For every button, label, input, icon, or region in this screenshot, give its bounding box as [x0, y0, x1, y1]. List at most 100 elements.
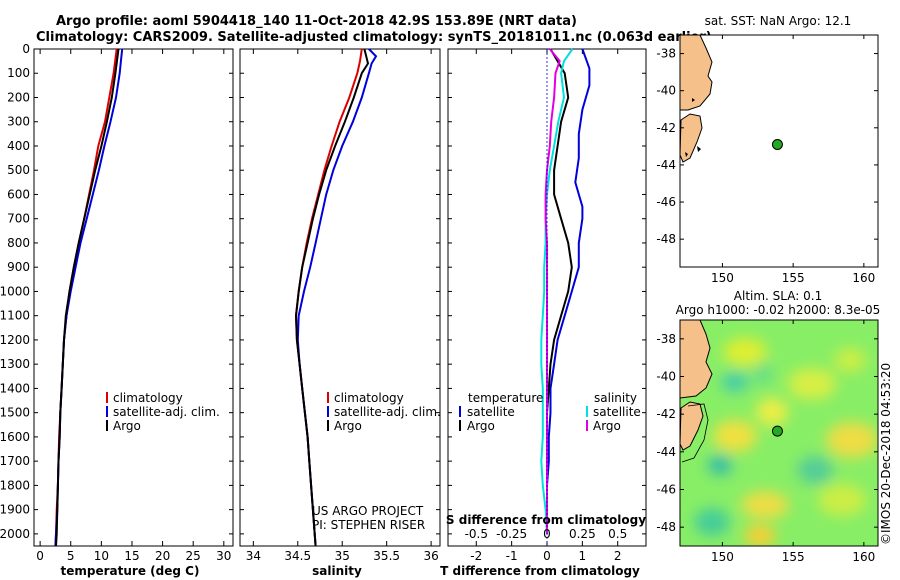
lat-tick-label: -40	[656, 84, 676, 98]
argo-position-marker	[771, 139, 783, 151]
lat-tick-label: -48	[656, 520, 676, 534]
lat-tick-label: -46	[656, 483, 676, 497]
depth-tick-label: 800	[7, 236, 30, 250]
legend-t-satellite: satellite	[467, 405, 515, 419]
depth-tick-label: 900	[7, 260, 30, 274]
legend-argo: Argo	[334, 419, 362, 433]
lat-tick-label: -38	[656, 332, 676, 346]
series-salinity-satellite	[540, 48, 574, 534]
lon-tick-label: 155	[782, 550, 805, 564]
series-temperature-satellite	[546, 48, 591, 534]
temperature-panel	[33, 48, 234, 547]
depth-tick-label: 300	[7, 115, 30, 129]
x-tick-label: 15	[124, 549, 139, 563]
mainland-coast	[680, 35, 713, 111]
x-tick-label: 34.5	[284, 549, 311, 563]
s-tick-label: -0.5	[465, 527, 488, 541]
title-line-2: Climatology: CARS2009. Satellite-adjuste…	[36, 30, 712, 45]
depth-tick-label: 200	[7, 90, 30, 104]
depth-tick-label: 2000	[0, 527, 30, 541]
depth-tick-label: 100	[7, 66, 30, 80]
legend-satellite: satellite-adj. clim.	[334, 405, 441, 419]
x-tick-label: 20	[155, 549, 170, 563]
depth-tick-label: 1800	[0, 478, 30, 492]
legend-salinity: climatology satellite-adj. clim. Argo	[327, 391, 441, 433]
s-difference-label: S difference from climatology	[446, 513, 646, 527]
x-tick-label: 35	[335, 549, 350, 563]
depth-tick-label: 1300	[0, 357, 30, 371]
lon-tick-label: 155	[782, 271, 805, 285]
depth-tick-label: 1700	[0, 454, 30, 468]
s-tick-label: 0	[543, 527, 551, 541]
salinity-plot: 34 34.5 35 35.5 36	[240, 48, 440, 563]
depth-axis: 0 100 200 300 400 500 600 700 800 900 1000 1100 1200…	[0, 42, 30, 541]
lon-tick-label: 160	[852, 271, 875, 285]
x-tick-label: 5	[67, 549, 75, 563]
depth-tick-label: 600	[7, 187, 30, 201]
sla-map-frame	[679, 319, 879, 547]
lat-tick-label: -40	[656, 370, 676, 384]
lon-tick-label: 150	[711, 550, 734, 564]
legend-temperature: climatology satellite-adj. clim. Argo	[106, 391, 220, 433]
x-tick-label: 36	[423, 549, 438, 563]
lat-tick-label: -42	[656, 407, 676, 421]
argo-position-marker	[771, 425, 783, 437]
series-argo	[55, 48, 120, 547]
lon-tick-label: 160	[852, 550, 875, 564]
x-tick-label: 0	[543, 549, 551, 563]
depth-tick-label: 1100	[0, 309, 30, 323]
x-tick-label: -1	[506, 549, 518, 563]
title-line-1: Argo profile: aoml 5904418_140 11-Oct-20…	[56, 14, 577, 29]
depth-tick-label: 1200	[0, 333, 30, 347]
depth-tick-label: 400	[7, 139, 30, 153]
legend-difference: temperature satellite Argo salinity sate…	[459, 391, 641, 433]
series-argo	[294, 48, 370, 547]
lat-tick-label: -42	[656, 121, 676, 135]
legend-s-argo: Argo	[593, 419, 621, 433]
mainland-coast	[680, 320, 713, 399]
x-tick-label: 10	[94, 549, 109, 563]
legend-salinity-header: salinity	[594, 391, 637, 405]
sla-map-axes: 150 155 160 -38 -40 -42 -44 -46 -48	[656, 320, 878, 564]
tasmania	[680, 401, 704, 451]
sst-map	[680, 35, 878, 267]
lat-tick-label: -48	[656, 232, 676, 246]
salinity-panel	[239, 48, 441, 547]
depth-tick-label: 1900	[0, 503, 30, 517]
depth-tick-label: 700	[7, 212, 30, 226]
salinity-xlabel: salinity	[312, 564, 362, 578]
lat-tick-label: -46	[656, 195, 676, 209]
legend-climatology: climatology	[334, 391, 404, 405]
x-tick-label: 25	[186, 549, 201, 563]
depth-tick-label: 1400	[0, 381, 30, 395]
lat-tick-label: -44	[656, 158, 676, 172]
lat-tick-label: -38	[656, 47, 676, 61]
legend-climatology: climatology	[113, 391, 183, 405]
depth-tick-label: 1600	[0, 430, 30, 444]
depth-tick-label: 1500	[0, 406, 30, 420]
s-tick-label: 0.25	[569, 527, 596, 541]
lon-tick-label: 150	[711, 271, 734, 285]
difference-plot: -2 -1 0 1 2 -0.5 -0.25 0 0.25 0.5	[448, 48, 646, 563]
depth-tick-label: 500	[7, 163, 30, 177]
watermark: ©IMOS 20-Dec-2018 04:53:20	[879, 363, 893, 545]
x-tick-label: 1	[579, 549, 587, 563]
t-difference-xlabel: T difference from climatology	[440, 564, 640, 578]
temperature-xlabel: temperature (deg C)	[61, 564, 200, 578]
tasmania	[680, 113, 703, 163]
series-satellite-adj-clim-	[54, 48, 124, 547]
legend-argo: Argo	[113, 419, 141, 433]
legend-satellite: satellite-adj. clim.	[113, 405, 220, 419]
legend-temperature-header: temperature	[468, 391, 543, 405]
x-tick-label: 30	[216, 549, 231, 563]
s-tick-label: -0.25	[496, 527, 527, 541]
x-tick-label: 35.5	[373, 549, 400, 563]
temperature-plot: 0 5 10 15 20 25 30	[34, 48, 233, 563]
lat-tick-label: -44	[656, 445, 676, 459]
map-top-title: sat. SST: NaN Argo: 12.1	[705, 14, 852, 28]
depth-tick-label: 1000	[0, 284, 30, 298]
s-tick-label: 0.5	[608, 527, 627, 541]
credit-pi: PI: STEPHEN RISER	[312, 518, 425, 532]
map-bottom-title-1: Altim. SLA: 0.1	[734, 289, 822, 303]
